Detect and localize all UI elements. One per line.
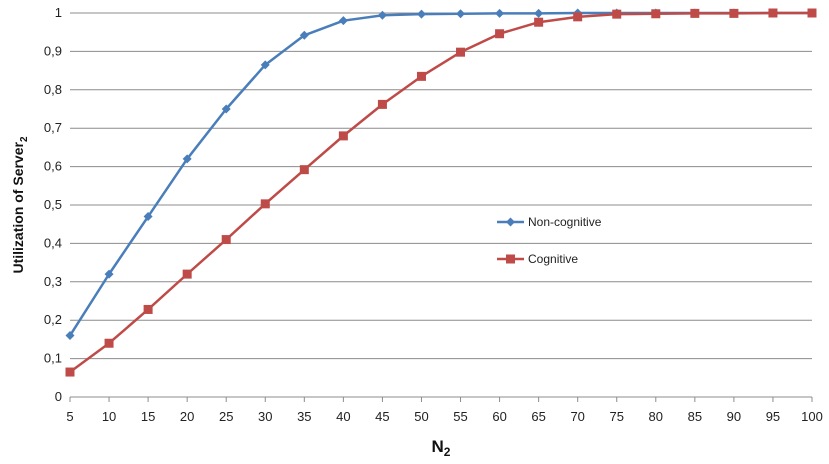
x-tick-label: 70: [570, 409, 584, 424]
data-point: [456, 47, 466, 57]
x-tick-label: 80: [649, 409, 663, 424]
data-point: [495, 8, 505, 18]
legend-item: Non-cognitive: [497, 215, 602, 229]
x-tick-label: 85: [688, 409, 702, 424]
legend-label: Non-cognitive: [528, 215, 602, 229]
data-point: [690, 8, 700, 18]
x-tick-label: 55: [453, 409, 467, 424]
data-point: [182, 154, 192, 164]
x-tick-label: 15: [141, 409, 155, 424]
data-point: [65, 331, 75, 341]
x-tick-label: 95: [766, 409, 780, 424]
legend-item: Cognitive: [497, 252, 578, 266]
y-tick-label: 0,5: [44, 197, 62, 212]
data-point: [338, 16, 348, 26]
x-tick-label: 35: [297, 409, 311, 424]
y-tick-label: 0,6: [44, 159, 62, 174]
x-tick-label: 10: [102, 409, 116, 424]
y-tick-label: 0,2: [44, 312, 62, 327]
x-tick-label: 60: [492, 409, 506, 424]
data-point: [416, 71, 426, 81]
legend-marker: [506, 217, 515, 227]
data-point: [260, 199, 270, 209]
data-point: [65, 367, 75, 377]
legend-label: Cognitive: [528, 252, 578, 266]
y-tick-label: 1: [55, 5, 62, 20]
data-point: [104, 338, 114, 348]
data-point: [768, 8, 778, 18]
y-tick-label: 0,4: [44, 235, 62, 250]
data-point: [143, 304, 153, 314]
data-point: [143, 212, 153, 222]
data-point: [573, 12, 583, 22]
data-point: [534, 17, 544, 27]
y-axis-title: Utilization of Server2: [10, 136, 30, 273]
x-tick-label: 75: [610, 409, 624, 424]
legend: Non-cognitive Cognitive: [497, 215, 602, 266]
series-line: [68, 11, 812, 337]
data-point: [612, 9, 622, 19]
data-point: [534, 8, 544, 18]
data-point: [377, 10, 387, 20]
data-point: [416, 9, 426, 19]
data-point: [221, 235, 231, 245]
data-point: [729, 8, 739, 18]
x-tick-label: 30: [258, 409, 272, 424]
y-tick-label: 0: [55, 389, 62, 404]
legend-marker: [506, 254, 515, 264]
x-tick-label: 25: [219, 409, 233, 424]
y-tick-label: 0,9: [44, 43, 62, 58]
x-tick-label: 90: [727, 409, 741, 424]
data-point: [299, 165, 309, 175]
data-point: [651, 9, 661, 19]
y-axis-ticks: 0 0,1 0,2 0,3 0,4 0,5 0,6 0,7 0,8 0,9 1: [44, 5, 62, 404]
data-point: [495, 29, 505, 39]
data-point: [104, 269, 114, 279]
x-tick-label: 20: [180, 409, 194, 424]
data-point: [221, 104, 231, 114]
x-tick-label: 5: [66, 409, 73, 424]
y-tick-label: 0,8: [44, 82, 62, 97]
data-point: [456, 9, 466, 19]
x-tick-label: 50: [414, 409, 428, 424]
data-point: [260, 60, 270, 70]
data-point: [338, 131, 348, 141]
series-layer: [65, 8, 817, 377]
x-tick-label: 45: [375, 409, 389, 424]
y-tick-label: 0,7: [44, 120, 62, 135]
data-point: [182, 269, 192, 279]
data-point: [299, 30, 309, 40]
data-point: [377, 99, 387, 109]
x-tick-label: 100: [801, 409, 823, 424]
data-point: [807, 8, 817, 18]
x-tick-label: 65: [531, 409, 545, 424]
series-cognitive: [65, 8, 817, 377]
x-axis-ticks: 5 10 15 20 25 30 35 40 45 50 55 60 65 70 75 80 85 90 95 100: [66, 397, 823, 424]
y-tick-label: 0,1: [44, 351, 62, 366]
series-line: [69, 11, 812, 374]
series-non-cognitive: [65, 8, 817, 341]
grid-lines: [70, 12, 812, 398]
x-axis-title: N2: [432, 437, 451, 459]
x-tick-label: 40: [336, 409, 350, 424]
y-tick-label: 0,3: [44, 274, 62, 289]
